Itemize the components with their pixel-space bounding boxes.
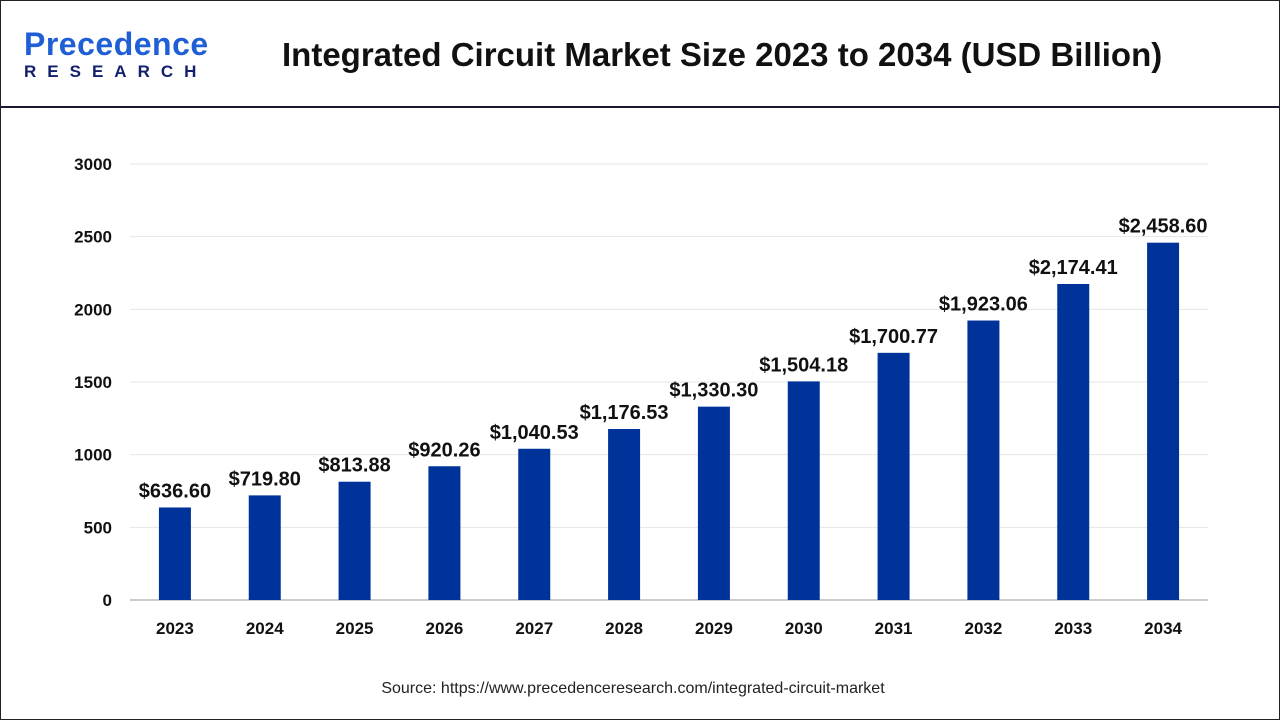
chart-title: Integrated Circuit Market Size 2023 to 2… [282, 36, 1163, 73]
data-label: $1,923.06 [939, 294, 1028, 316]
x-tick-label: 2030 [785, 619, 823, 638]
bar [338, 481, 371, 600]
bar [428, 466, 461, 600]
bar [518, 448, 551, 600]
data-label: $2,174.41 [1029, 257, 1118, 279]
x-tick-label: 2024 [246, 619, 284, 638]
x-tick-label: 2034 [1144, 619, 1182, 638]
logo-main-text: Precedence [24, 26, 209, 62]
data-label: $920.26 [408, 439, 480, 461]
bar [1147, 242, 1180, 600]
bar [697, 406, 730, 600]
x-tick-label: 2027 [515, 619, 553, 638]
x-tick-label: 2029 [695, 619, 733, 638]
bar [248, 495, 281, 600]
x-tick-label: 2033 [1054, 619, 1092, 638]
x-tick-label: 2032 [965, 619, 1003, 638]
bar [1057, 283, 1090, 600]
header: Precedence RESEARCH Integrated Circuit M… [0, 0, 1280, 108]
x-tick-label: 2028 [605, 619, 643, 638]
x-tick-label: 2031 [875, 619, 913, 638]
precedence-research-logo: Precedence RESEARCH [24, 28, 209, 82]
data-label: $1,040.53 [490, 422, 579, 444]
data-label: $1,330.30 [669, 380, 758, 402]
y-tick-label: 3000 [74, 155, 112, 174]
data-label: $1,700.77 [849, 326, 938, 348]
bar [158, 507, 191, 600]
y-tick-label: 0 [103, 591, 112, 610]
bar [967, 320, 1000, 600]
data-label: $719.80 [229, 468, 301, 490]
x-tick-label: 2026 [426, 619, 464, 638]
data-label: $2,458.60 [1119, 216, 1208, 238]
logo-sub-text: RESEARCH [24, 62, 208, 81]
y-tick-label: 2500 [74, 228, 112, 247]
bar [877, 352, 910, 600]
y-tick-label: 500 [84, 518, 112, 537]
y-tick-label: 1500 [74, 373, 112, 392]
data-label: $636.60 [139, 480, 211, 502]
source-note: Source: https://www.precedenceresearch.c… [381, 680, 885, 697]
y-tick-label: 1000 [74, 446, 112, 465]
data-label: $1,176.53 [580, 402, 669, 424]
bar [608, 429, 641, 600]
x-tick-label: 2025 [336, 619, 374, 638]
data-label: $813.88 [318, 455, 390, 477]
data-label: $1,504.18 [759, 354, 848, 376]
bar [787, 381, 820, 600]
y-tick-label: 2000 [74, 300, 112, 319]
x-tick-label: 2023 [156, 619, 194, 638]
